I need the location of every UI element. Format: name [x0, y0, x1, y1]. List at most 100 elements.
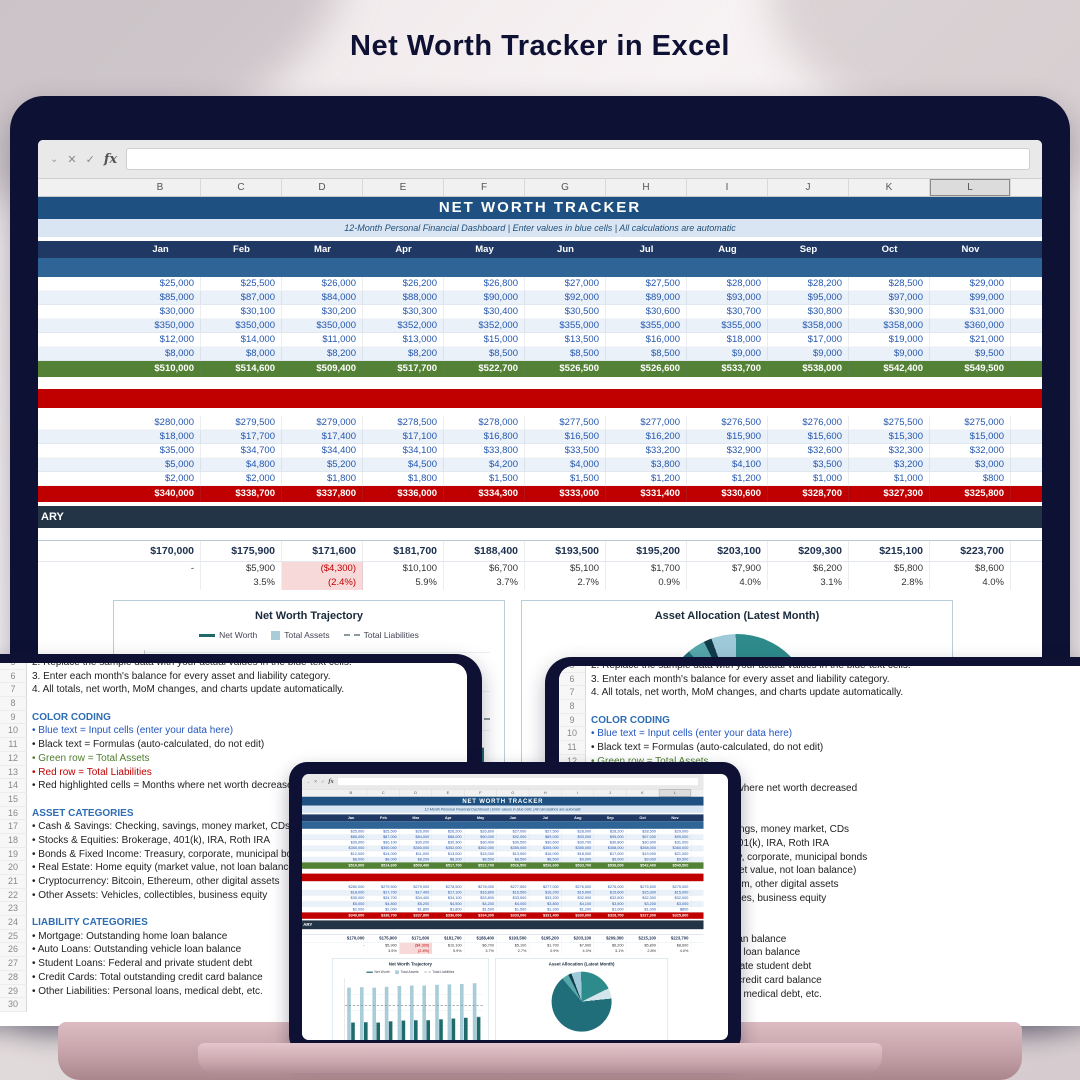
- cell[interactable]: $358,000: [768, 319, 849, 332]
- cell[interactable]: $4,000: [525, 458, 606, 471]
- cell[interactable]: $2,000: [201, 472, 282, 485]
- cell[interactable]: $16,500: [525, 430, 606, 443]
- cell[interactable]: $275,500: [849, 416, 930, 429]
- cell[interactable]: $333,000: [497, 912, 530, 919]
- cell[interactable]: $8,500: [464, 856, 497, 862]
- enter-icon[interactable]: ✓: [85, 153, 95, 166]
- cell[interactable]: $3,200: [626, 901, 659, 907]
- cell[interactable]: $533,700: [687, 361, 768, 377]
- cell[interactable]: $9,000: [849, 347, 930, 360]
- cell[interactable]: $16,500: [497, 890, 530, 896]
- cell[interactable]: $30,600: [606, 305, 687, 318]
- cell[interactable]: $15,000: [930, 430, 1011, 443]
- cell[interactable]: $9,500: [659, 856, 692, 862]
- cell[interactable]: $279,500: [367, 884, 400, 890]
- cell[interactable]: $5,000: [335, 901, 368, 907]
- enter-icon[interactable]: ✓: [321, 779, 325, 785]
- cell[interactable]: Nov: [671, 815, 679, 820]
- cell[interactable]: $509,400: [282, 361, 363, 377]
- cell[interactable]: $17,400: [282, 430, 363, 443]
- instruction-row[interactable]: 13 • Red row = Total Liabilities: [0, 765, 467, 780]
- cell[interactable]: $34,100: [363, 444, 444, 457]
- cell[interactable]: J: [594, 789, 627, 797]
- cell[interactable]: $328,700: [594, 912, 627, 919]
- namebox-chevron-icon[interactable]: ⌄: [50, 153, 59, 165]
- cell[interactable]: $13,500: [525, 333, 606, 346]
- instruction-row[interactable]: 18 • Stocks & Equities: Brokerage, 401(k)…: [0, 833, 467, 848]
- cell[interactable]: $89,000: [529, 834, 562, 840]
- cell[interactable]: $5,100: [497, 942, 530, 949]
- cell[interactable]: $13,000: [432, 851, 465, 857]
- cell[interactable]: $30,800: [594, 840, 627, 846]
- cell[interactable]: E: [363, 179, 444, 196]
- cell[interactable]: $275,000: [930, 416, 1011, 429]
- cell[interactable]: $17,700: [201, 430, 282, 443]
- cell[interactable]: $25,500: [367, 828, 400, 834]
- instruction-row[interactable]: 11 • Black text = Formulas (auto-calculat…: [559, 741, 1080, 755]
- cell[interactable]: $195,200: [529, 934, 562, 943]
- cell[interactable]: $16,800: [464, 890, 497, 896]
- cell[interactable]: Mar: [412, 815, 420, 820]
- cell[interactable]: $1,000: [768, 472, 849, 485]
- cell[interactable]: $1,800: [400, 906, 432, 912]
- namebox-chevron-icon[interactable]: ⌄: [306, 779, 311, 784]
- cell[interactable]: $32,000: [659, 895, 692, 901]
- cell[interactable]: $30,600: [529, 840, 562, 846]
- cell[interactable]: $3,800: [606, 458, 687, 471]
- cell[interactable]: $15,000: [464, 851, 497, 857]
- cell[interactable]: $7,900: [687, 562, 768, 576]
- instruction-row[interactable]: 15: [0, 792, 467, 807]
- cell[interactable]: $8,000: [120, 347, 201, 360]
- cell[interactable]: $25,000: [120, 277, 201, 290]
- instruction-row[interactable]: 7 4. All totals, net worth, MoM changes, …: [559, 686, 1080, 701]
- cell[interactable]: $4,500: [432, 901, 465, 907]
- cell[interactable]: $30,000: [335, 840, 368, 846]
- cell[interactable]: $15,600: [768, 430, 849, 443]
- cell[interactable]: L: [658, 789, 692, 797]
- cell[interactable]: $350,000: [400, 845, 432, 851]
- cell[interactable]: $517,700: [363, 361, 444, 377]
- cell[interactable]: 2.7%: [525, 576, 606, 590]
- cell[interactable]: $32,900: [687, 444, 768, 457]
- cell[interactable]: $278,500: [432, 884, 465, 890]
- cell[interactable]: $5,800: [849, 562, 930, 576]
- cell[interactable]: $355,000: [525, 319, 606, 332]
- cell[interactable]: $338,700: [367, 912, 400, 919]
- cell[interactable]: $9,000: [594, 856, 627, 862]
- cell[interactable]: $352,000: [464, 845, 497, 851]
- cell[interactable]: $21,000: [659, 851, 692, 857]
- cell[interactable]: $8,600: [659, 942, 692, 949]
- cell[interactable]: Jul: [639, 244, 654, 255]
- cell[interactable]: H: [606, 179, 687, 196]
- cell[interactable]: May: [476, 815, 485, 820]
- cell[interactable]: $358,000: [626, 845, 659, 851]
- instruction-row[interactable]: 6 3. Enter each month's balance for every…: [0, 669, 467, 684]
- cell[interactable]: $223,700: [659, 934, 692, 943]
- cell[interactable]: $8,500: [529, 856, 562, 862]
- cancel-icon[interactable]: ✕: [67, 153, 77, 166]
- cell[interactable]: $8,200: [363, 347, 444, 360]
- cell[interactable]: F: [444, 179, 525, 196]
- cell[interactable]: $6,200: [594, 942, 627, 949]
- cell[interactable]: $90,000: [464, 834, 497, 840]
- cell[interactable]: $9,000: [687, 347, 768, 360]
- cell[interactable]: $4,100: [562, 901, 594, 907]
- cell[interactable]: $2,000: [335, 906, 368, 912]
- cell[interactable]: $278,000: [444, 416, 525, 429]
- cell[interactable]: $276,500: [687, 416, 768, 429]
- cell[interactable]: $33,800: [464, 895, 497, 901]
- cell[interactable]: $30,200: [400, 840, 432, 846]
- cell[interactable]: $8,000: [201, 347, 282, 360]
- instruction-row[interactable]: 9 COLOR CODING: [0, 710, 467, 725]
- cell[interactable]: $279,000: [400, 884, 432, 890]
- cell[interactable]: $510,000: [120, 361, 201, 377]
- cell[interactable]: $3,000: [930, 458, 1011, 471]
- cell[interactable]: $327,300: [849, 486, 930, 502]
- cell[interactable]: K: [626, 789, 659, 797]
- cell[interactable]: $84,000: [400, 834, 432, 840]
- cell[interactable]: $1,700: [606, 562, 687, 576]
- cell[interactable]: ($4,300): [282, 562, 363, 576]
- cell[interactable]: 0.9%: [606, 576, 687, 590]
- cell[interactable]: 4.0%: [930, 576, 1011, 590]
- cell[interactable]: Mar: [314, 244, 331, 255]
